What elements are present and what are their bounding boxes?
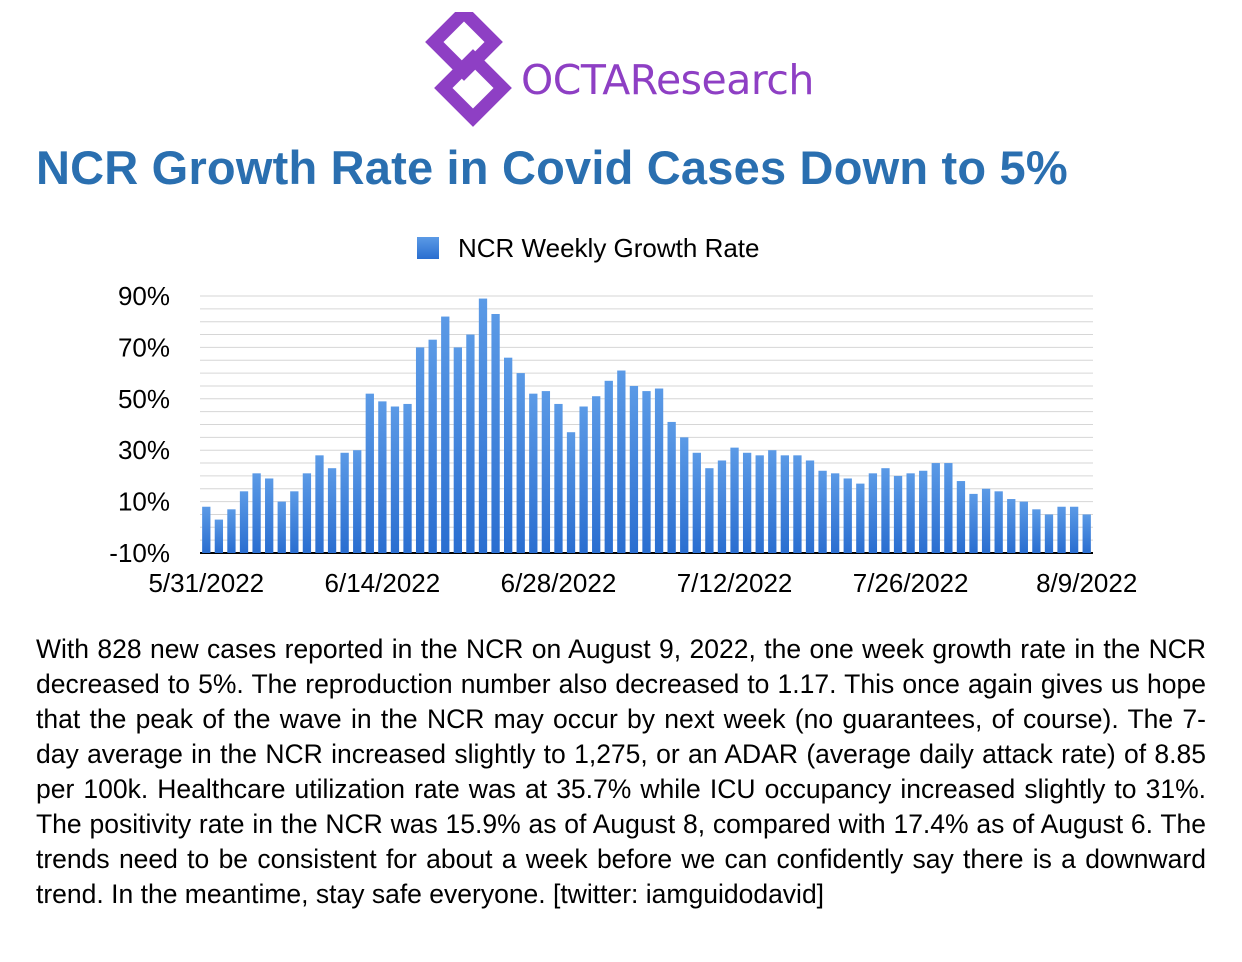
bar — [617, 370, 626, 553]
x-axis-ticks: 5/31/2022 6/14/2022 6/28/2022 7/12/2022 7/26… — [148, 568, 1137, 598]
chart-bars — [202, 298, 1091, 553]
bar — [956, 481, 966, 553]
bar — [1069, 506, 1079, 553]
y-axis-ticks: 90% 70% 50% 30% 10% -10% — [109, 281, 170, 568]
bar — [818, 470, 827, 553]
bar — [1057, 506, 1066, 553]
bar — [906, 473, 915, 553]
bar — [629, 385, 639, 553]
bar — [579, 406, 588, 553]
legend-swatch — [417, 237, 439, 259]
bar — [566, 432, 576, 553]
bar — [353, 450, 362, 553]
bar — [415, 347, 425, 553]
bar — [642, 391, 651, 553]
bar — [654, 388, 664, 553]
bar — [994, 491, 1003, 553]
bar — [290, 491, 299, 553]
bar — [1044, 514, 1054, 553]
bar — [491, 313, 500, 553]
description-text: With 828 new cases reported in the NCR o… — [36, 634, 1206, 909]
bar — [919, 470, 928, 553]
bar — [604, 380, 613, 553]
bar — [202, 506, 211, 553]
bar — [705, 468, 714, 553]
bar — [428, 339, 437, 553]
y-tick-label: 90% — [118, 281, 170, 311]
bar — [843, 478, 852, 553]
bar — [365, 393, 374, 553]
bar — [478, 298, 488, 553]
logo-text: OCTAResearch — [521, 56, 814, 104]
bar — [931, 463, 940, 553]
y-tick-label: 30% — [118, 435, 170, 465]
growth-rate-chart: NCR Weekly Growth Rate 90% 70% 50% 30% 10% -1… — [109, 233, 1137, 598]
bar — [1019, 501, 1028, 553]
bar — [516, 373, 525, 553]
bar — [239, 491, 249, 553]
x-tick-label: 6/28/2022 — [501, 568, 617, 598]
bar — [302, 473, 312, 553]
bar — [378, 401, 387, 553]
bar — [780, 455, 789, 553]
bar — [969, 493, 978, 553]
x-tick-label: 7/26/2022 — [853, 568, 969, 598]
bar — [1082, 514, 1091, 553]
chart-legend: NCR Weekly Growth Rate — [417, 233, 760, 263]
bar — [881, 468, 890, 553]
bar — [868, 473, 878, 553]
y-tick-label: 70% — [118, 332, 170, 362]
bar — [227, 509, 236, 553]
logo: OCTAResearch — [424, 12, 824, 132]
bar — [717, 460, 727, 553]
bar — [692, 452, 701, 553]
bar — [667, 421, 676, 553]
bar — [1032, 509, 1041, 553]
bar — [403, 403, 412, 553]
bar — [315, 455, 324, 553]
bar — [856, 483, 865, 553]
bar — [981, 488, 991, 553]
bar — [944, 463, 953, 553]
bar — [680, 437, 689, 553]
bar — [214, 519, 224, 553]
bar — [466, 334, 475, 553]
y-tick-label: 10% — [118, 487, 170, 517]
bar — [504, 357, 513, 553]
bar — [441, 316, 450, 553]
x-tick-label: 8/9/2022 — [1036, 568, 1137, 598]
octa-diamond-logo-icon — [425, 12, 512, 127]
bar — [277, 501, 286, 553]
bar — [755, 455, 764, 553]
bar — [390, 406, 400, 553]
bar — [541, 391, 551, 553]
x-tick-label: 7/12/2022 — [677, 568, 793, 598]
bar — [768, 450, 777, 553]
y-tick-label: 50% — [118, 384, 170, 414]
x-tick-label: 6/14/2022 — [325, 568, 441, 598]
bar — [252, 473, 261, 553]
bar — [340, 452, 349, 553]
bar — [805, 460, 815, 553]
bar — [453, 347, 462, 553]
y-tick-label: -10% — [109, 538, 170, 568]
bar — [592, 396, 601, 553]
page-title: NCR Growth Rate in Covid Cases Down to 5… — [36, 141, 1068, 194]
bar — [793, 455, 802, 553]
legend-label: NCR Weekly Growth Rate — [458, 233, 760, 263]
bar — [1007, 499, 1016, 553]
bar — [893, 475, 903, 553]
bar — [554, 403, 563, 553]
bar — [265, 478, 274, 553]
bar — [327, 468, 337, 553]
bar — [831, 473, 840, 553]
x-tick-label: 5/31/2022 — [148, 568, 264, 598]
bar — [529, 393, 538, 553]
bar — [742, 452, 752, 553]
bar — [730, 447, 739, 553]
